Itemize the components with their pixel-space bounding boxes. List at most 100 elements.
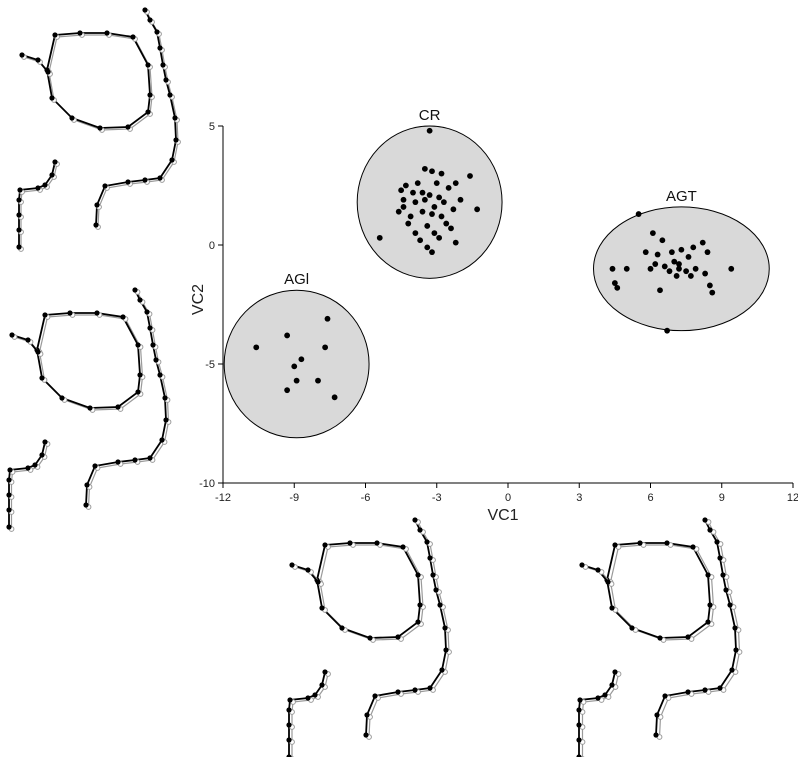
wireframe-landmark — [612, 669, 618, 675]
wireframe-landmark — [84, 482, 90, 488]
wireframe-group-ring — [316, 542, 421, 639]
wireframe-landmark — [142, 177, 148, 183]
point-agt-0 — [635, 211, 642, 217]
group-label-agt: AGT — [666, 188, 697, 205]
point-agl-6 — [293, 377, 300, 384]
x-axis-title: VC1 — [487, 507, 518, 524]
y-tick-label-0: 5 — [209, 121, 215, 133]
point-agt-2 — [659, 237, 666, 244]
point-agt-16 — [692, 265, 699, 272]
wireframe-landmark — [662, 693, 668, 699]
wireframe-landmark — [364, 712, 370, 718]
point-agl-3 — [322, 344, 329, 351]
ellipse-cr — [356, 125, 503, 279]
wireframe-landmark — [443, 647, 449, 653]
wireframe-landmark — [42, 439, 48, 445]
wireframe-landmark — [319, 682, 325, 688]
point-cr-28 — [424, 223, 431, 229]
wireframe-landmark — [705, 572, 711, 578]
wireframe-landmark — [714, 539, 720, 545]
wireframe-landmark — [723, 587, 729, 593]
wireframe-group-spine — [95, 9, 177, 226]
point-cr-12 — [436, 194, 443, 201]
wireframe-landmark — [59, 395, 65, 401]
point-agl-0 — [324, 315, 331, 322]
point-agl-1 — [253, 344, 260, 351]
wireframe-landmark — [602, 692, 608, 698]
wireframe-landmark — [49, 172, 55, 178]
wireframe-landmark — [104, 30, 110, 36]
wireframe-landmark — [322, 669, 328, 675]
point-agt-13 — [652, 261, 659, 267]
wireframe-landmark — [169, 157, 175, 163]
point-cr-29 — [443, 220, 450, 227]
wireframe-landmark — [67, 310, 73, 316]
wireframe-landmark — [439, 667, 445, 673]
wireframe-landmark — [42, 312, 48, 318]
wireframe-landmark — [729, 667, 735, 673]
wireframe-landmark — [424, 539, 430, 545]
wireframe-landmark — [173, 137, 179, 143]
y-tick-label-3: -10 — [199, 478, 215, 490]
wireframe-group-ring — [46, 32, 151, 129]
wireframe-landmark — [147, 325, 153, 331]
point-agt-27 — [709, 289, 716, 296]
wireframe-landmark — [690, 544, 696, 550]
wireframe-landmark — [77, 30, 83, 36]
point-agt-12 — [661, 263, 668, 270]
point-cr-38 — [452, 239, 459, 246]
wireframe-landmark — [442, 625, 448, 631]
point-agt-23 — [611, 280, 618, 286]
wireframe-landmark — [125, 124, 131, 130]
point-agl-4 — [298, 356, 305, 363]
wireframe-landmark — [144, 309, 150, 315]
wireframe-landmark — [609, 682, 615, 688]
group-label-cr: CR — [419, 107, 441, 124]
point-cr-30 — [412, 230, 419, 237]
wireframe-landmark — [685, 689, 691, 695]
wireframe-landmark — [654, 712, 660, 718]
wireframe-landmark — [322, 542, 328, 548]
point-cr-2 — [429, 168, 435, 175]
point-agt-19 — [673, 273, 680, 279]
wireframe-landmark — [347, 540, 353, 546]
point-cr-13 — [452, 180, 459, 187]
point-cr-33 — [417, 237, 424, 244]
wireframe-landmark — [576, 754, 582, 757]
point-agt-3 — [642, 249, 649, 256]
wireframe-landmark — [16, 244, 22, 250]
point-cr-20 — [450, 206, 457, 213]
wireframe-landmark — [427, 685, 433, 691]
point-agl-8 — [284, 387, 291, 394]
wireframe-landmark — [609, 605, 615, 611]
wireframe-landmark — [577, 697, 583, 703]
point-agl-2 — [284, 332, 291, 339]
bottom-right-wireframe — [576, 517, 743, 757]
wireframe-landmark — [172, 115, 178, 121]
point-agt-14 — [676, 265, 682, 272]
wireframe-landmark — [39, 375, 45, 381]
wireframe-landmark — [412, 517, 418, 523]
wireframe-landmark — [163, 77, 169, 83]
wireframe-landmark — [39, 452, 45, 458]
wireframe-landmark — [433, 587, 439, 593]
wireframe-landmark — [702, 687, 708, 693]
wireframe-landmark — [727, 602, 733, 608]
wireframe-landmark — [707, 602, 713, 608]
wireframe-landmark — [400, 544, 406, 550]
point-cr-6 — [433, 180, 440, 187]
wireframe-landmark — [147, 92, 153, 98]
wireframe-landmark — [52, 32, 58, 38]
wireframe-landmark — [427, 555, 433, 561]
x-tick-label-7: 9 — [719, 492, 725, 504]
point-cr-10 — [419, 189, 426, 196]
point-cr-17 — [421, 196, 428, 203]
wireframe-landmark — [52, 159, 58, 165]
x-tick-label-4: 0 — [505, 492, 511, 504]
wireframe-reference-ring — [319, 544, 424, 641]
wireframe-landmark — [720, 572, 726, 578]
x-tick-label-3: -3 — [432, 492, 442, 504]
wireframe-group-spine — [655, 519, 737, 736]
wireframe-landmark — [629, 625, 635, 631]
